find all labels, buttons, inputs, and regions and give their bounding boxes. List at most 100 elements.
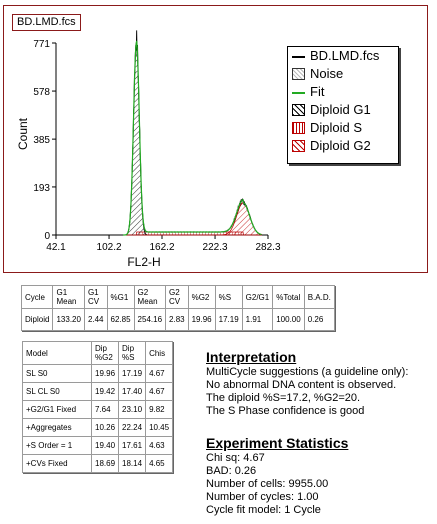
interpretation-line: The S Phase confidence is good [206,405,365,417]
legend-label: Diploid S [310,120,363,135]
interpretation-line: The diploid %S=17.2, %G2=20. [206,392,361,404]
header-cell: G2/G1 [241,285,274,309]
table-cell: 10.45 [145,418,174,437]
header-cell: %G2 [187,285,216,309]
legend-label: BD.LMD.fcs [310,48,380,63]
statistics-line: Number of cycles: 1.00 [206,491,319,503]
table-cell: 19.96 [90,364,120,383]
header-cell: G2 CV [165,285,189,309]
legend-item-data: BD.LMD.fcs [288,47,398,65]
table-cell: 254.16 [133,308,167,331]
y-tick-label: 578 [33,87,50,98]
table-cell: 10.26 [90,418,120,437]
statistics-line: Chi sq: 4.67 [206,452,265,464]
legend-line-swatch [292,56,305,58]
histogram-panel: 0 193 385 578 771 42.1 102.2 162.2 222.3 282.3 Co… [3,5,428,273]
fit-line [122,40,262,236]
table-cell: 17.19 [118,364,147,383]
table-cell: 17.19 [214,308,243,331]
x-axis-label: FL2-H [127,255,160,269]
header-cell: G1 CV [83,285,108,309]
interpretation-title: Interpretation [206,349,297,365]
header-cell: Cycle [20,285,54,309]
table-cell: 19.42 [90,382,120,401]
y-tick-label: 771 [33,39,50,50]
header-cell: Chis [145,341,174,365]
table-cell: 17.40 [118,382,147,401]
table-cell: 62.85 [106,308,135,331]
x-tick-label: 102.2 [97,242,122,253]
legend-g2-swatch [292,140,305,152]
table-row[interactable]: +Aggregates 10.26 22.24 10.45 [22,418,174,437]
table-cell: 100.00 [272,308,305,331]
header-cell: %G1 [106,285,135,309]
header-cell: %Total [272,285,305,309]
legend-item-g2: Diploid G2 [288,137,398,155]
y-tick-label: 193 [33,183,50,194]
legend-item-s: Diploid S [288,119,398,137]
x-tick-label: 162.2 [149,242,174,253]
table-cell: SL CL S0 [22,382,92,401]
table-row[interactable]: SL CL S0 19.42 17.40 4.67 [22,382,174,401]
y-tick-label: 0 [44,231,50,242]
table-cell: 9.82 [145,400,174,419]
legend-g1-swatch [292,104,305,116]
table-cell: 4.67 [145,382,174,401]
x-tick-label: 282.3 [255,242,280,253]
table-cell: 0.26 [303,308,335,331]
y-axis-label: Count [16,117,30,150]
legend-s-swatch [292,122,305,134]
table-cell: 19.40 [90,436,120,455]
legend-item-fit: Fit [288,83,398,101]
table-cell: 4.63 [145,436,174,455]
legend-label: Noise [310,66,344,81]
cycle-table: Cycle G1 Mean G1 CV %G1 G2 Mean G2 CV %G… [20,285,335,331]
interpretation-line: No abnormal DNA content is observed. [206,379,397,391]
statistics-line: Cycle fit model: 1 Cycle [206,504,321,516]
g2-peak-area [122,202,262,236]
table-cell: 23.10 [118,400,147,419]
x-tick-label: 42.1 [46,242,66,253]
table-row[interactable]: +G2/G1 Fixed 7.64 23.10 9.82 [22,400,174,419]
table-cell: 22.24 [118,418,147,437]
legend-label: Fit [310,84,325,99]
model-table: Model Dip %G2 Dip %S Chis SL S0 19.96 17… [22,341,174,473]
legend-fit-swatch [292,92,305,94]
y-tick-label: 385 [33,135,50,146]
legend-item-noise: Noise [288,65,398,83]
table-cell: Diploid [20,308,54,331]
table-cell: +S Order = 1 [22,436,92,455]
table-cell: 133.20 [52,308,85,331]
header-cell: G1 Mean [52,285,85,309]
table-row[interactable]: +CVs Fixed 18.69 18.14 4.65 [22,454,174,473]
legend-item-g1: Diploid G1 [288,101,398,119]
table-cell: 2.83 [165,308,189,331]
table-row[interactable]: +S Order = 1 19.40 17.61 4.63 [22,436,174,455]
table-cell: 4.65 [145,454,174,473]
table-row: Diploid 133.20 2.44 62.85 254.16 2.83 19… [20,308,335,331]
chart-legend: BD.LMD.fcs Noise Fit Diploid G1 Diploid … [287,46,399,164]
header-cell: %S [214,285,243,309]
legend-label: Diploid G2 [310,138,371,153]
table-cell: 2.44 [83,308,108,331]
interpretation-line: MultiCycle suggestions (a guideline only… [206,366,409,378]
table-cell: 18.14 [118,454,147,473]
legend-label: Diploid G1 [310,102,371,117]
header-cell: Model [22,341,92,365]
cycle-table-header: Cycle G1 Mean G1 CV %G1 G2 Mean G2 CV %G… [20,285,335,309]
file-tab[interactable]: BD.LMD.fcs [12,14,81,31]
header-cell: Dip %S [118,341,147,365]
x-tick-label: 222.3 [203,242,228,253]
table-cell: 4.67 [145,364,174,383]
table-cell: +Aggregates [22,418,92,437]
table-cell: +G2/G1 Fixed [22,400,92,419]
statistics-line: Number of cells: 9955.00 [206,478,329,490]
table-cell: 19.96 [187,308,216,331]
table-cell: SL S0 [22,364,92,383]
table-cell: 7.64 [90,400,120,419]
header-cell: B.A.D. [303,285,335,309]
table-row[interactable]: SL S0 19.96 17.19 4.67 [22,364,174,383]
header-cell: G2 Mean [133,285,167,309]
table-cell: 18.69 [90,454,120,473]
model-table-header: Model Dip %G2 Dip %S Chis [22,341,174,365]
